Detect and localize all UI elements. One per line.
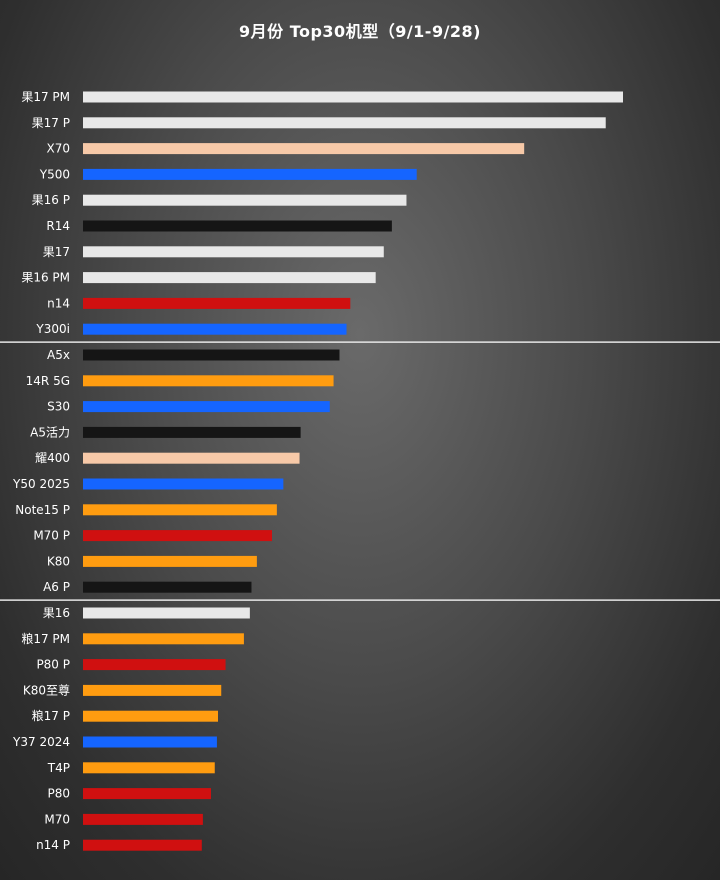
y-tick-label: M70 P — [33, 529, 70, 543]
y-tick-label: Y37 2024 — [12, 735, 70, 749]
y-tick-label: 果17 PM — [21, 90, 70, 104]
bar — [83, 349, 340, 361]
bar — [83, 788, 211, 800]
y-tick-label: n14 P — [36, 838, 70, 852]
bar — [83, 194, 407, 206]
bar — [83, 581, 252, 593]
bar — [83, 736, 217, 748]
bar — [83, 710, 218, 722]
bar — [83, 839, 202, 851]
bar — [83, 272, 376, 284]
y-tick-label: A5x — [47, 348, 70, 362]
bar — [83, 452, 300, 464]
bar — [83, 659, 226, 671]
y-tick-label: Y300i — [35, 322, 70, 336]
bar — [83, 297, 351, 309]
y-tick-label: P80 — [47, 787, 70, 801]
bar — [83, 323, 347, 335]
y-tick-label: 果16 — [43, 606, 70, 620]
bar — [83, 246, 384, 258]
chart-title: 9月份 Top30机型（9/1-9/28) — [238, 22, 481, 41]
y-tick-label: R14 — [46, 219, 70, 233]
y-tick-label: A5活力 — [30, 425, 70, 439]
y-tick-label: S30 — [47, 400, 70, 414]
bar — [83, 633, 244, 645]
bar — [83, 143, 525, 155]
bar — [83, 555, 257, 567]
y-tick-label: X70 — [47, 142, 71, 156]
y-tick-label: 耀400 — [35, 451, 70, 465]
y-tick-label: K80至尊 — [23, 682, 70, 697]
y-tick-label: 果16 PM — [21, 271, 70, 285]
bar — [83, 117, 606, 129]
bar — [83, 530, 272, 542]
y-tick-label: Y500 — [39, 167, 70, 181]
bar — [83, 168, 417, 180]
y-tick-label: A6 P — [43, 580, 70, 594]
y-tick-label: T4P — [47, 761, 70, 775]
y-tick-label: M70 — [44, 812, 70, 826]
y-tick-label: 14R 5G — [26, 374, 70, 388]
bar — [83, 375, 334, 387]
y-tick-label: 粮17 P — [32, 708, 70, 723]
bar — [83, 478, 284, 490]
y-tick-label: 果16 P — [32, 193, 70, 207]
bar — [83, 813, 203, 825]
y-tick-label: P80 P — [36, 658, 70, 672]
bar — [83, 762, 215, 774]
y-tick-label: 果17 P — [32, 116, 70, 130]
y-tick-label: 果17 — [43, 245, 70, 259]
y-tick-label: Note15 P — [15, 503, 70, 517]
bar — [83, 426, 301, 438]
bar — [83, 91, 623, 103]
bar — [83, 504, 277, 516]
y-tick-label: 粮17 PM — [21, 631, 70, 646]
bar — [83, 220, 392, 232]
bar — [83, 607, 250, 619]
y-tick-label: K80 — [47, 554, 70, 568]
bar — [83, 684, 222, 696]
y-tick-label: n14 — [47, 296, 70, 310]
bar — [83, 401, 330, 413]
y-tick-label: Y50 2025 — [12, 477, 70, 491]
